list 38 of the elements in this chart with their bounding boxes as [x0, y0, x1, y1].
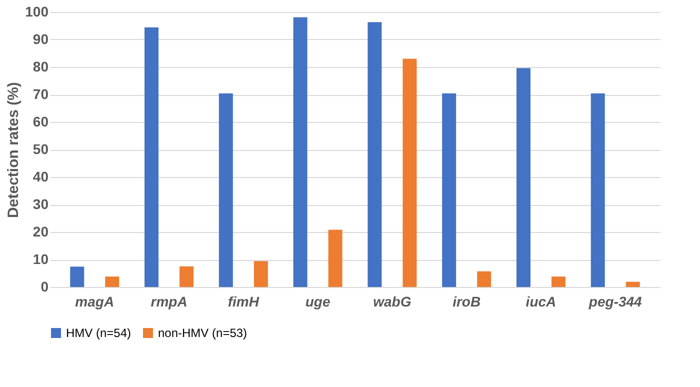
bar: [368, 22, 382, 287]
y-tick-label: 60: [32, 114, 49, 130]
bar: [477, 271, 492, 287]
x-tick-label: wabG: [373, 294, 412, 310]
legend-label: non-HMV (n=53): [158, 326, 248, 340]
x-tick-label: peg-344: [588, 294, 642, 310]
y-tick-label: 30: [32, 196, 49, 212]
bar: [218, 93, 233, 287]
bar: [254, 261, 268, 287]
bar: [70, 266, 84, 287]
bar: [293, 17, 308, 287]
x-tick-label: rmpA: [150, 294, 188, 310]
bar: [402, 58, 417, 287]
bar: [551, 276, 566, 287]
y-tick-label: 10: [32, 251, 49, 267]
bar: [105, 276, 120, 287]
x-tick-label: magA: [75, 294, 114, 310]
y-tick-label: 100: [25, 4, 49, 20]
bar: [516, 68, 530, 287]
y-tick-label: 50: [32, 141, 49, 157]
y-axis-title: Detection rates (%): [5, 82, 22, 218]
x-tick-label: iroB: [452, 294, 481, 310]
legend-label: HMV (n=54): [66, 326, 132, 340]
bar: [180, 266, 194, 287]
y-tick-label: 90: [32, 31, 49, 47]
y-tick-label: 70: [32, 86, 49, 102]
bar: [590, 93, 605, 287]
x-tick-label: iucA: [526, 294, 556, 310]
bar: [144, 27, 159, 287]
y-tick-label: 0: [40, 278, 49, 294]
bar: [442, 93, 456, 287]
bar: [626, 282, 640, 287]
x-tick-label: fimH: [228, 294, 260, 310]
bar: [328, 230, 342, 287]
y-tick-label: 20: [32, 224, 49, 240]
y-tick-label: 40: [32, 168, 49, 184]
x-tick-label: uge: [305, 294, 330, 310]
y-tick-label: 80: [32, 58, 49, 74]
